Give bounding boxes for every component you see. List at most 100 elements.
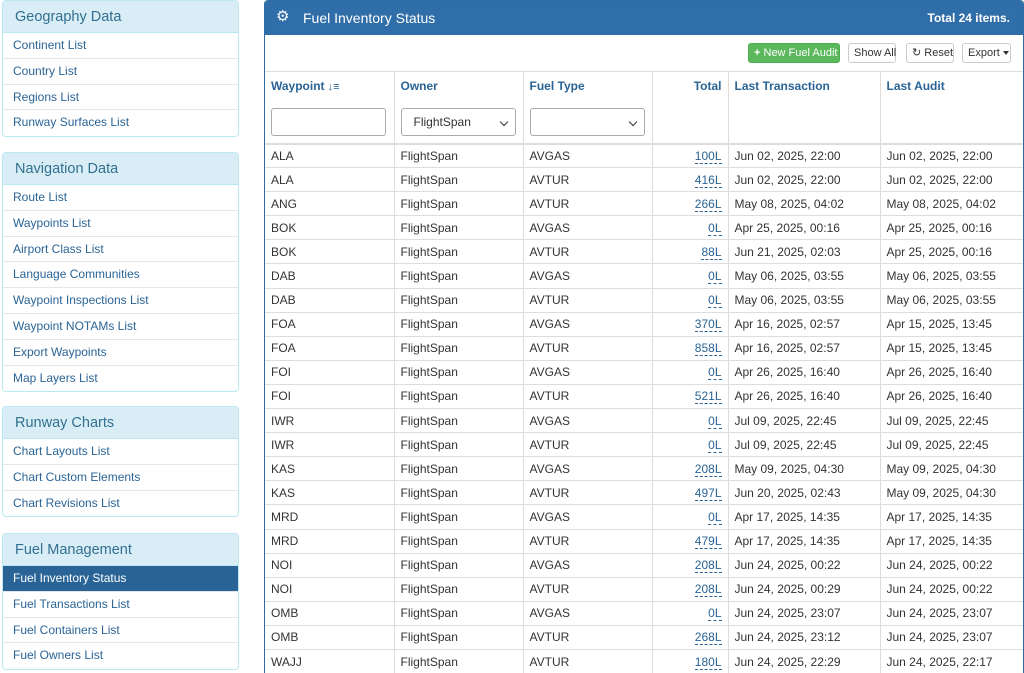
cell-fuel-type: AVGAS (523, 142, 653, 168)
sidebar-item-route-list[interactable]: Route List (3, 185, 238, 211)
cell-last-audit: Apr 26, 2025, 16:40 (880, 359, 1023, 385)
cell-fuel-type: AVTUR (523, 191, 653, 216)
total-link[interactable]: 497L (694, 485, 722, 501)
cell-total: 0L (652, 432, 729, 457)
table-row: KAS FlightSpan AVTUR 497L Jun 20, 2025, 02:4… (265, 480, 1023, 505)
total-link[interactable]: 0L (708, 437, 722, 453)
reset-label: Reset (924, 47, 954, 59)
table-row: ANG FlightSpan AVTUR 266L May 08, 2025, 04:0… (265, 191, 1023, 216)
cell-total: 0L (652, 215, 729, 240)
cell-total: 208L (652, 576, 729, 602)
table-row: WAJJ FlightSpan AVTUR 180L Jun 24, 2025, 22:… (265, 648, 1023, 673)
sidebar-item-waypoints-list[interactable]: Waypoints List (3, 211, 238, 237)
fuel-inventory-panel: ⚙ Fuel Inventory Status Total 24 items. … (264, 0, 1024, 673)
cell-waypoint: KAS (265, 480, 395, 505)
panel-navigation-data: Navigation Data Route List Waypoints Lis… (2, 152, 239, 393)
total-link[interactable]: 858L (694, 341, 722, 357)
sidebar-item-runway-surfaces-list[interactable]: Runway Surfaces List (13, 115, 130, 130)
total-link[interactable]: 208L (694, 461, 722, 477)
sidebar-item-continent-list[interactable]: Continent List (3, 33, 238, 59)
sidebar-item-airport-class-list[interactable]: Airport Class List (3, 237, 238, 263)
total-link[interactable]: 0L (708, 365, 722, 381)
total-link[interactable]: 0L (708, 269, 722, 285)
sidebar-item-fuel-owners-list[interactable]: Fuel Owners List (13, 648, 104, 663)
cell-owner: FlightSpan (394, 624, 524, 650)
waypoint-filter-input[interactable] (271, 107, 386, 136)
total-link[interactable]: 416L (694, 172, 722, 188)
panel-title: Navigation Data (3, 153, 238, 185)
column-header-last-audit[interactable]: Last Audit (880, 71, 1023, 101)
cell-owner: FlightSpan (394, 576, 524, 602)
cell-total: 0L (652, 504, 729, 529)
total-link[interactable]: 0L (708, 413, 722, 429)
cell-waypoint: ANG (265, 191, 395, 216)
total-link[interactable]: 100L (694, 148, 722, 164)
cell-last-audit: Apr 25, 2025, 00:16 (880, 239, 1023, 264)
export-button[interactable]: Export (962, 43, 1011, 63)
total-link[interactable]: 0L (708, 293, 722, 309)
cell-fuel-type: AVGAS (523, 552, 653, 578)
reset-button[interactable]: ↻ Reset (906, 43, 954, 63)
cell-owner: FlightSpan (394, 191, 524, 216)
show-all-button[interactable]: Show All (848, 43, 896, 63)
cell-last-audit: Apr 26, 2025, 16:40 (880, 383, 1023, 409)
cell-waypoint: ALA (265, 167, 395, 192)
cell-fuel-type: AVGAS (523, 359, 653, 385)
column-header-total[interactable]: Total (652, 71, 729, 101)
column-header-last-transaction[interactable]: Last Transaction (728, 71, 881, 101)
sidebar-item-chart-custom-elements[interactable]: Chart Custom Elements (3, 465, 238, 491)
column-header-fuel-type[interactable]: Fuel Type (523, 71, 653, 101)
cell-owner: FlightSpan (394, 528, 524, 554)
table-row: NOI FlightSpan AVGAS 208L Jun 24, 2025, 00:2… (265, 552, 1023, 578)
sidebar-item-fuel-containers-list[interactable]: Fuel Containers List (3, 618, 238, 644)
sidebar-item-fuel-inventory-status[interactable]: Fuel Inventory Status (3, 566, 238, 592)
sidebar-item-chart-layouts-list[interactable]: Chart Layouts List (3, 439, 238, 465)
total-link[interactable]: 0L (708, 220, 722, 236)
column-header-owner[interactable]: Owner (394, 71, 524, 101)
panel-title: Fuel Management (3, 534, 238, 566)
total-link[interactable]: 0L (708, 606, 722, 622)
total-link[interactable]: 266L (694, 196, 722, 212)
sidebar-item-waypoint-inspections-list[interactable]: Waypoint Inspections List (3, 288, 238, 314)
sidebar-item-fuel-transactions-list[interactable]: Fuel Transactions List (3, 592, 238, 618)
table-row: ALA FlightSpan AVTUR 416L Jun 02, 2025, 22:0… (265, 167, 1023, 192)
cell-last-transaction: Apr 26, 2025, 16:40 (728, 383, 881, 409)
column-header-waypoint[interactable]: Waypoint ↓≡ (265, 71, 395, 101)
sidebar-item-regions-list[interactable]: Regions List (3, 85, 238, 111)
sidebar-item-country-list[interactable]: Country List (3, 59, 238, 85)
total-link[interactable]: 208L (694, 558, 722, 574)
sidebar-item-export-waypoints[interactable]: Export Waypoints (3, 340, 238, 366)
total-link[interactable]: 88L (701, 244, 722, 260)
table-row: BOK FlightSpan AVGAS 0L Apr 25, 2025, 00:16 A… (265, 215, 1023, 240)
table-row: FOI FlightSpan AVTUR 521L Apr 26, 2025, 16:4… (265, 383, 1023, 409)
cell-total: 88L (652, 239, 729, 264)
total-link[interactable]: 208L (694, 582, 722, 598)
total-link[interactable]: 180L (694, 654, 722, 670)
cell-total: 0L (652, 287, 729, 313)
total-link[interactable]: 268L (694, 630, 722, 646)
total-link[interactable]: 479L (694, 534, 722, 550)
cell-last-audit: Jun 24, 2025, 23:07 (880, 600, 1023, 626)
total-link[interactable]: 370L (694, 317, 722, 333)
cell-waypoint: FOA (265, 311, 395, 337)
cell-last-audit: Jun 24, 2025, 00:22 (880, 576, 1023, 602)
owner-filter-select[interactable]: FlightSpan (400, 107, 516, 136)
sidebar-item-chart-revisions-list[interactable]: Chart Revisions List (13, 495, 120, 510)
cell-last-transaction: Jun 20, 2025, 02:43 (728, 480, 881, 505)
sidebar-item-language-communities[interactable]: Language Communities (3, 262, 238, 289)
table-row: DAB FlightSpan AVTUR 0L May 06, 2025, 03:55 M… (265, 287, 1023, 313)
total-link[interactable]: 521L (694, 389, 722, 405)
table-row: FOA FlightSpan AVTUR 858L Apr 16, 2025, 02:5… (265, 335, 1023, 361)
cell-owner: FlightSpan (394, 287, 524, 313)
sidebar-item-map-layers-list[interactable]: Map Layers List (13, 370, 98, 385)
page-title: Fuel Inventory Status (303, 10, 436, 26)
plus-icon: + (754, 47, 761, 59)
sidebar-item-waypoint-notams-list[interactable]: Waypoint NOTAMs List (3, 314, 238, 340)
new-fuel-audit-button[interactable]: + New Fuel Audit (748, 43, 840, 63)
cell-last-transaction: Jul 09, 2025, 22:45 (728, 408, 881, 433)
cell-last-audit: Jul 09, 2025, 22:45 (880, 432, 1023, 457)
cell-last-transaction: Jun 24, 2025, 00:22 (728, 552, 881, 578)
fuel-type-filter-select[interactable] (529, 107, 645, 136)
total-link[interactable]: 0L (708, 509, 722, 525)
cell-fuel-type: AVTUR (523, 287, 653, 313)
